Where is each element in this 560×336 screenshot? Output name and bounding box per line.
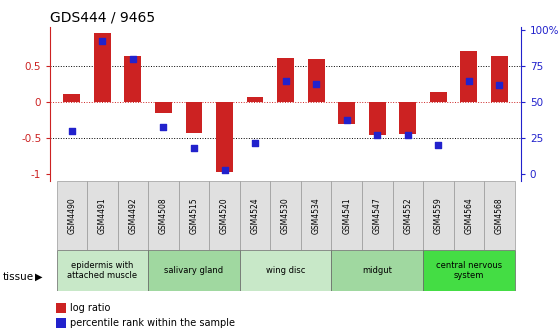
Text: GSM4524: GSM4524 bbox=[250, 198, 259, 234]
Bar bbox=[460, 51, 477, 102]
Text: GSM4541: GSM4541 bbox=[342, 198, 351, 234]
Point bbox=[312, 81, 321, 86]
Point bbox=[189, 146, 198, 151]
Text: GSM4491: GSM4491 bbox=[98, 198, 107, 234]
Point bbox=[250, 140, 259, 145]
Point bbox=[159, 124, 168, 129]
Point bbox=[403, 133, 412, 138]
Bar bbox=[240, 250, 332, 291]
Text: GSM4508: GSM4508 bbox=[159, 198, 168, 234]
Bar bbox=[209, 181, 240, 250]
Bar bbox=[369, 102, 386, 135]
Point bbox=[373, 133, 382, 138]
Bar bbox=[423, 250, 515, 291]
Bar bbox=[277, 58, 294, 102]
Bar bbox=[216, 102, 233, 172]
Bar bbox=[308, 59, 325, 102]
Point bbox=[342, 117, 351, 122]
Point bbox=[281, 78, 290, 83]
Point bbox=[98, 38, 107, 43]
Text: GSM4530: GSM4530 bbox=[281, 198, 290, 234]
Bar bbox=[246, 97, 263, 102]
Bar bbox=[148, 250, 240, 291]
Bar bbox=[118, 181, 148, 250]
Bar bbox=[454, 181, 484, 250]
Bar bbox=[393, 181, 423, 250]
Bar bbox=[57, 250, 148, 291]
Bar bbox=[87, 181, 118, 250]
Bar bbox=[430, 92, 447, 102]
Text: GSM4552: GSM4552 bbox=[403, 198, 412, 234]
Text: GSM4515: GSM4515 bbox=[189, 198, 198, 234]
Bar bbox=[155, 102, 172, 113]
Text: GSM4490: GSM4490 bbox=[67, 198, 76, 234]
Bar bbox=[94, 33, 111, 102]
Text: wing disc: wing disc bbox=[266, 266, 305, 275]
Text: log ratio: log ratio bbox=[70, 303, 110, 313]
Point bbox=[220, 167, 229, 173]
Bar bbox=[240, 181, 270, 250]
Text: GSM4520: GSM4520 bbox=[220, 198, 229, 234]
Text: GSM4492: GSM4492 bbox=[128, 198, 137, 234]
Text: salivary gland: salivary gland bbox=[165, 266, 223, 275]
Text: ▶: ▶ bbox=[35, 272, 43, 282]
Bar bbox=[332, 181, 362, 250]
Bar bbox=[57, 181, 87, 250]
Bar bbox=[270, 181, 301, 250]
Bar bbox=[148, 181, 179, 250]
Bar bbox=[185, 102, 202, 133]
Point bbox=[128, 56, 137, 62]
Point bbox=[464, 78, 473, 83]
Text: GSM4534: GSM4534 bbox=[312, 198, 321, 234]
Text: GDS444 / 9465: GDS444 / 9465 bbox=[50, 10, 156, 24]
Text: GSM4568: GSM4568 bbox=[495, 198, 504, 234]
Bar bbox=[124, 56, 141, 102]
Bar bbox=[179, 181, 209, 250]
Point bbox=[495, 82, 504, 88]
Bar bbox=[399, 102, 416, 134]
Text: epidermis with
attached muscle: epidermis with attached muscle bbox=[67, 261, 137, 280]
Bar bbox=[301, 181, 332, 250]
Text: GSM4564: GSM4564 bbox=[464, 198, 473, 234]
Bar bbox=[423, 181, 454, 250]
Text: central nervous
system: central nervous system bbox=[436, 261, 502, 280]
Text: GSM4547: GSM4547 bbox=[373, 198, 382, 234]
Text: tissue: tissue bbox=[3, 272, 34, 282]
Bar bbox=[362, 181, 393, 250]
Text: midgut: midgut bbox=[362, 266, 392, 275]
Bar bbox=[484, 181, 515, 250]
Bar bbox=[338, 102, 355, 124]
Text: GSM4559: GSM4559 bbox=[434, 198, 443, 234]
Bar bbox=[332, 250, 423, 291]
Point bbox=[434, 143, 443, 148]
Text: percentile rank within the sample: percentile rank within the sample bbox=[70, 318, 235, 328]
Point bbox=[67, 128, 76, 134]
Bar bbox=[63, 94, 80, 102]
Bar bbox=[491, 56, 508, 102]
